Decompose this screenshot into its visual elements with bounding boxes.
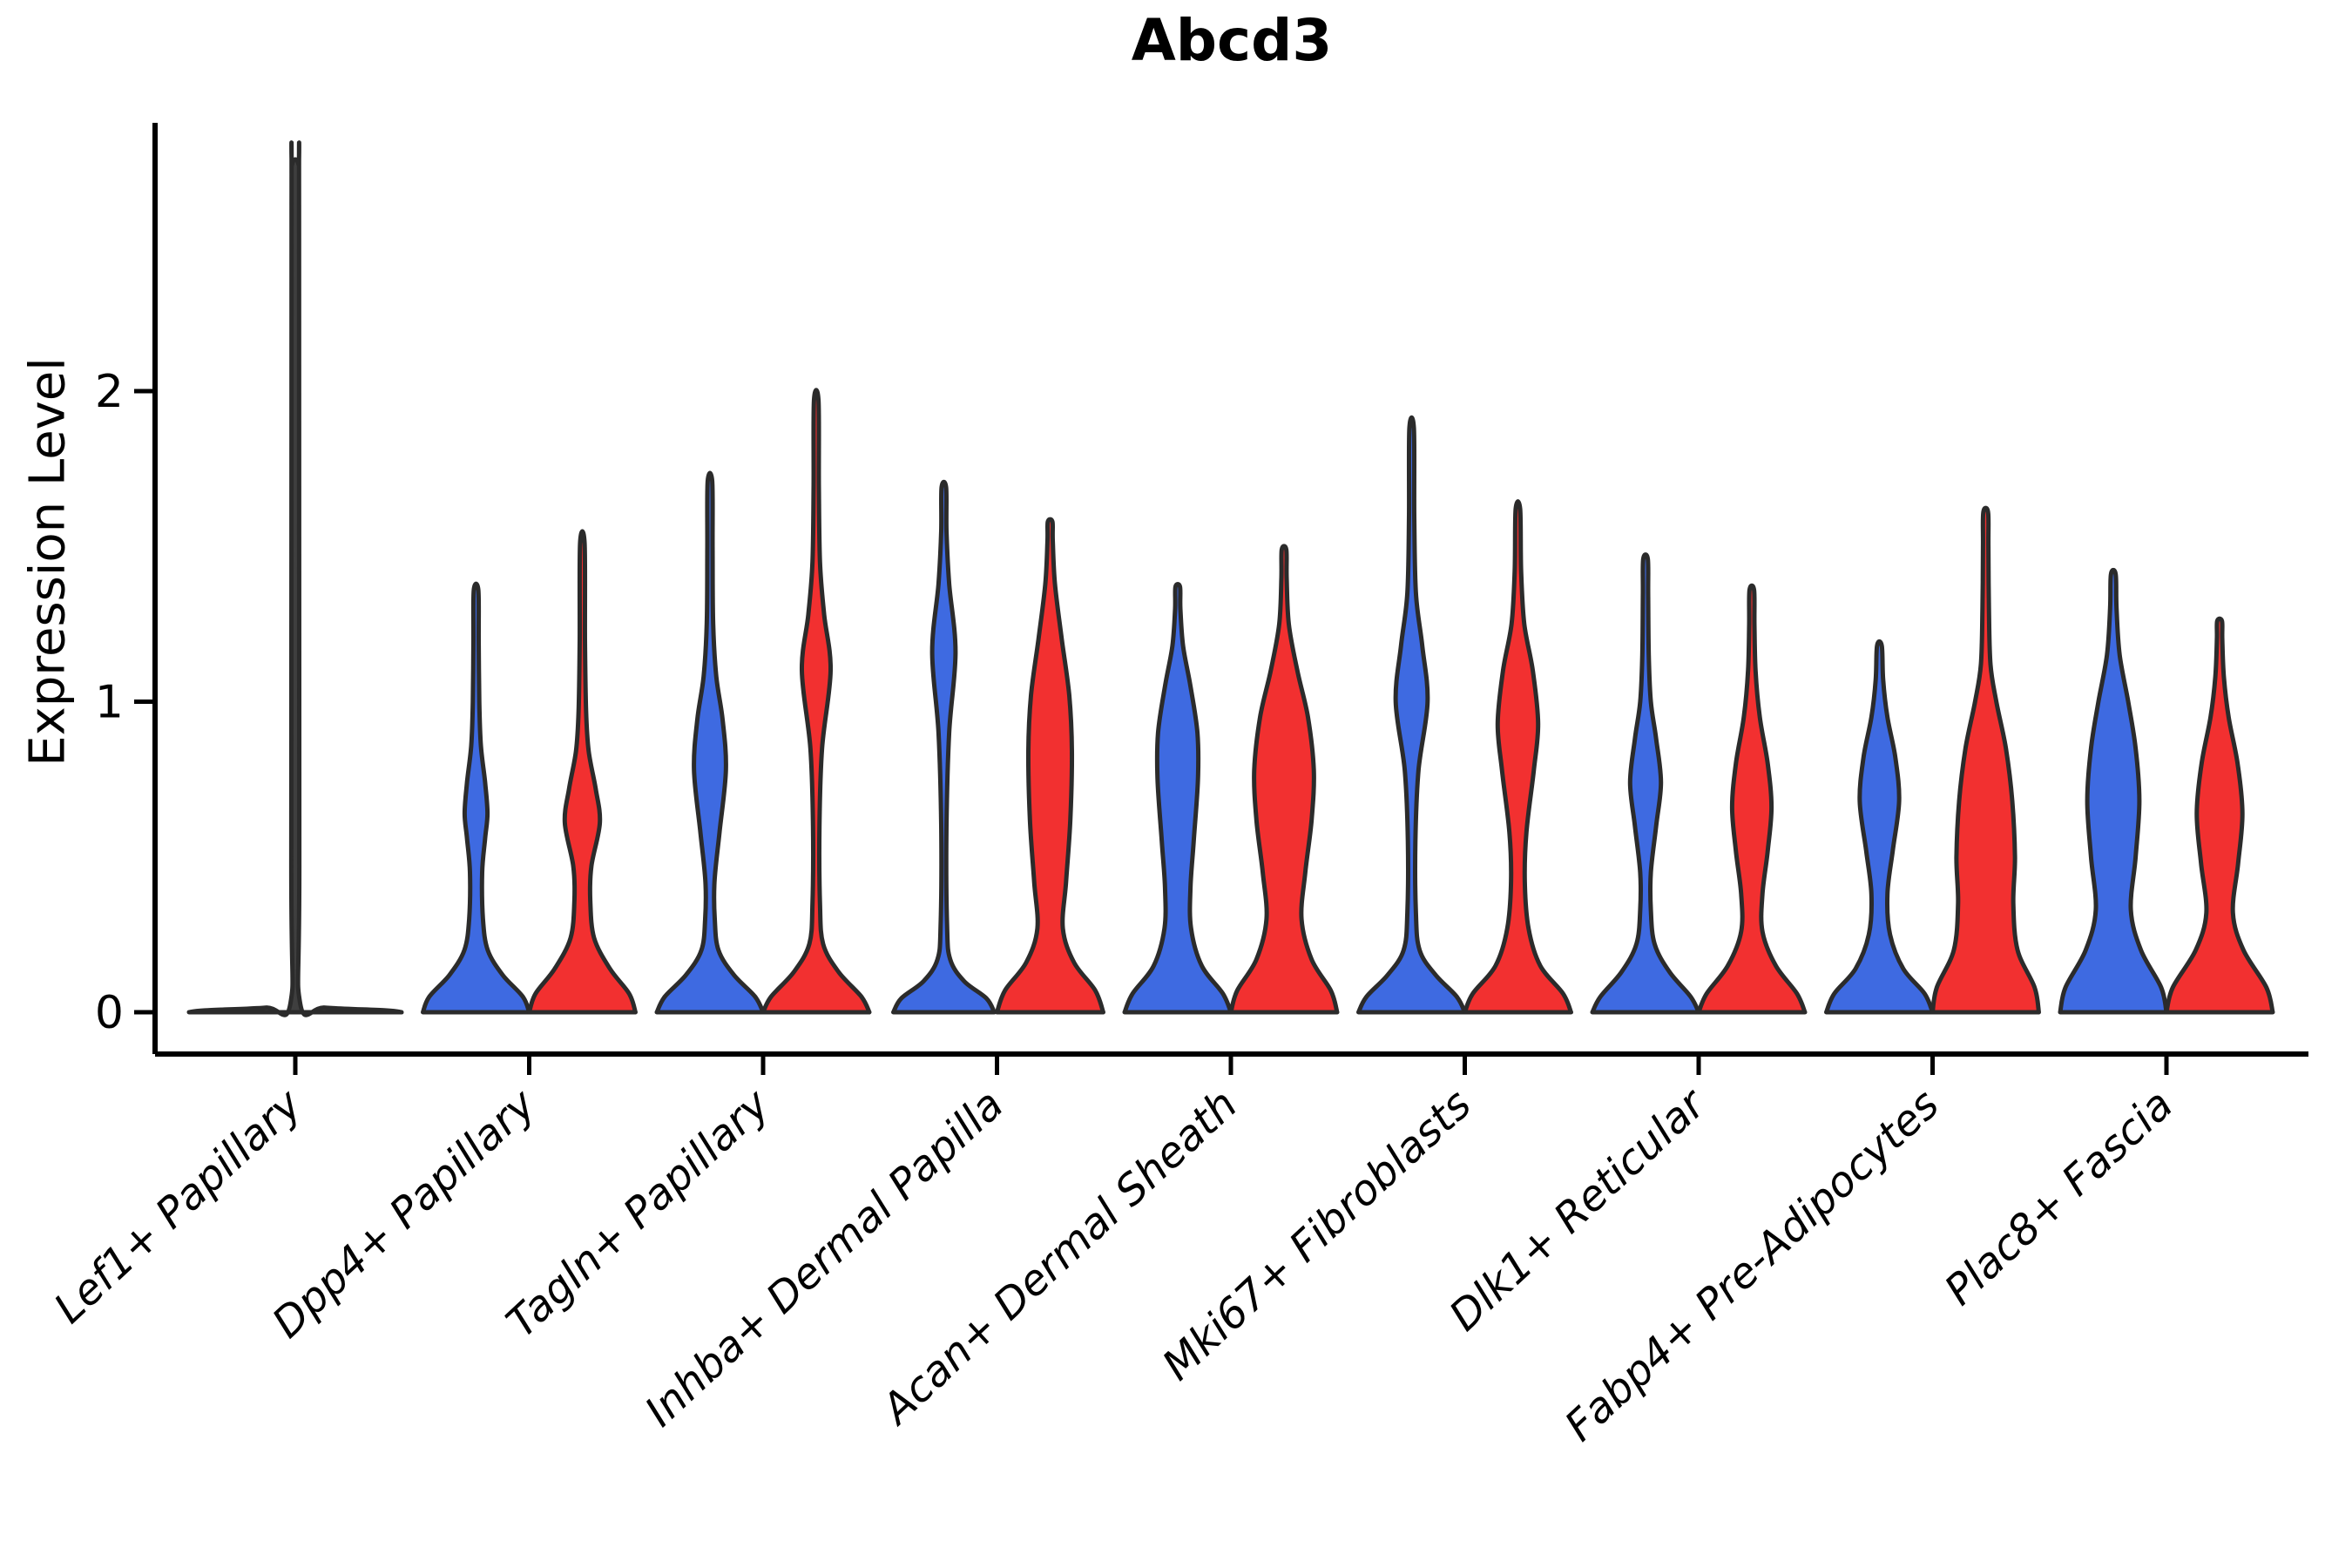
x-tick-label-lef1-papillary: Lef1+ Papillary xyxy=(45,1079,312,1333)
x-tick-label-dlk1-reticular: Dlk1+ Reticular xyxy=(1440,1078,1716,1341)
violin-acan-dermal-sheath-blue xyxy=(1122,582,1233,1015)
violin-mki67-fibroblasts-blue xyxy=(1356,415,1467,1015)
violin-fabp4-pre-adipocytes-blue xyxy=(1824,639,1935,1015)
violin-dpp4-papillary-blue xyxy=(421,581,531,1015)
x-tick-label-plac8-fascia: Plac8+ Fascia xyxy=(1936,1080,2182,1315)
y-tick-label-2: 2 xyxy=(95,366,124,418)
x-tick-label-fabp4-pre-adipocytes: Fabp4+ Pre-Adipocytes xyxy=(1556,1080,1949,1451)
violin-dlk1-reticular-blue xyxy=(1590,552,1701,1015)
violin-mki67-fibroblasts-red xyxy=(1463,499,1573,1015)
chart-title: Abcd3 xyxy=(1131,7,1333,74)
violin-tagln-papillary-blue xyxy=(654,470,766,1015)
violin-dlk1-reticular-red xyxy=(1696,583,1808,1015)
violin-plac8-fascia-red xyxy=(2164,616,2275,1015)
violin-fabp4-pre-adipocytes-red xyxy=(1930,505,2041,1015)
violin-acan-dermal-sheath-red xyxy=(1228,544,1340,1015)
violin-inhba-dermal-papilla-red xyxy=(995,517,1105,1015)
y-tick-label-1: 1 xyxy=(95,677,124,729)
violin-dpp4-papillary-red xyxy=(527,529,638,1015)
violin-tagln-papillary-red xyxy=(760,388,872,1015)
violin-inhba-dermal-papilla-blue xyxy=(891,479,997,1015)
y-tick-label-0: 0 xyxy=(95,987,124,1039)
violin-plac8-fascia-blue xyxy=(2058,567,2169,1015)
violin-lef1-papillary-single-collapsed xyxy=(186,140,404,1017)
